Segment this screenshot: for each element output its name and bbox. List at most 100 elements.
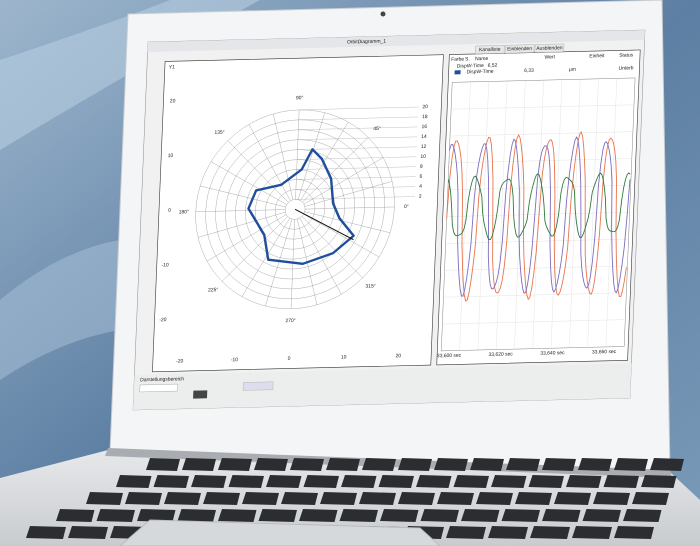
key	[125, 492, 162, 505]
key	[572, 526, 612, 539]
key	[461, 509, 500, 522]
tab[interactable]	[534, 43, 565, 53]
ring-leader	[297, 156, 417, 160]
x-tick-label: -20	[176, 358, 184, 364]
channel-view: Kanalliste Einblenden Ausblenden Farbe S. Nam…	[437, 43, 636, 360]
y-tick-label: -10	[161, 262, 169, 268]
tab[interactable]	[475, 45, 505, 55]
ring-leader	[297, 136, 418, 140]
key	[632, 492, 669, 505]
x-tick-label: 33,600 sec	[437, 353, 462, 360]
key	[339, 509, 378, 522]
window-title: OrbitDiagramm_1	[347, 39, 387, 46]
key	[56, 509, 95, 522]
key	[137, 509, 176, 522]
tab-label: Einblenden	[507, 46, 532, 53]
spoke	[195, 209, 286, 212]
pause-button[interactable]	[193, 390, 208, 399]
ring-leader	[296, 176, 416, 180]
x-tick-label: 0	[288, 356, 291, 362]
spoke	[197, 211, 286, 238]
camera	[380, 11, 386, 17]
key	[491, 475, 527, 488]
key	[203, 492, 240, 505]
ring-leader	[298, 126, 418, 130]
x-tick-label: 10	[341, 354, 347, 360]
key	[146, 458, 180, 471]
key	[528, 475, 564, 488]
touchpad	[119, 519, 441, 546]
grid-line	[444, 265, 628, 271]
key	[398, 492, 435, 505]
key	[650, 458, 684, 471]
key	[530, 526, 570, 539]
cell: 6,33	[524, 68, 534, 74]
key	[554, 492, 591, 505]
key	[501, 509, 540, 522]
ring-label: 14	[421, 134, 427, 140]
keyboard	[26, 458, 684, 546]
input[interactable]	[139, 383, 178, 393]
screen: OrbitDiagramm_1 Y1 20 18 16 14 12 10 8 6 4 2 90° 45…	[132, 29, 646, 411]
key	[566, 475, 602, 488]
ring-leader	[295, 196, 415, 200]
key	[380, 509, 419, 522]
key	[96, 509, 135, 522]
spoke	[301, 216, 363, 279]
angle-label: 315°	[365, 283, 376, 289]
grid-line	[442, 319, 626, 325]
spoke	[248, 124, 291, 201]
ring-leader	[298, 116, 419, 120]
spoke	[210, 161, 287, 205]
column-header: Status	[619, 52, 634, 58]
key	[266, 475, 302, 488]
cell: µm	[569, 68, 576, 73]
ring-label: 18	[422, 114, 428, 120]
key	[434, 458, 468, 471]
spoke	[221, 216, 288, 282]
ring-label: 8	[420, 164, 423, 170]
spoke	[305, 206, 395, 210]
tab-label: Ausblenden	[536, 45, 563, 52]
spoke	[303, 213, 380, 258]
bg-shape	[0, 240, 120, 380]
key	[68, 526, 108, 539]
key	[603, 475, 639, 488]
signal-trace	[449, 136, 631, 297]
ring-label: 20	[422, 104, 428, 110]
tab[interactable]	[504, 44, 535, 54]
signal-trace	[447, 172, 631, 241]
column-header: Einheit	[589, 53, 605, 59]
ring-label: 6	[419, 174, 422, 180]
ring-label: 4	[419, 184, 422, 190]
orbit-plot: 20 18 16 14 12 10 8 6 4 2 90° 45° 0° 315° 270° 225° 180°…	[159, 95, 428, 364]
cell: DispW-Time	[466, 69, 494, 76]
spoke	[265, 218, 293, 307]
ring-label: 10	[420, 154, 426, 160]
key	[446, 526, 486, 539]
key	[593, 492, 630, 505]
group-value: 6,52	[488, 63, 498, 69]
key	[359, 492, 396, 505]
angle-label: 0°	[404, 204, 409, 210]
key	[614, 458, 648, 471]
key	[242, 492, 279, 505]
cell: Unterb	[618, 65, 633, 71]
orbit-panel	[152, 54, 444, 373]
angle-label: 90°	[296, 95, 304, 101]
spoke	[299, 217, 342, 295]
spoke	[304, 211, 391, 233]
column-header: S.	[465, 56, 470, 62]
key	[542, 509, 581, 522]
column-header: Wert	[544, 54, 555, 60]
button[interactable]	[242, 381, 274, 391]
grid-line	[447, 185, 631, 190]
y-tick-label: 20	[170, 98, 176, 104]
key	[26, 526, 66, 539]
key	[182, 458, 216, 471]
tab-label: Kanalliste	[479, 47, 501, 54]
ring-label: 16	[421, 124, 427, 130]
ring-label: 2	[419, 194, 422, 200]
key	[254, 458, 288, 471]
spoke	[297, 112, 325, 200]
